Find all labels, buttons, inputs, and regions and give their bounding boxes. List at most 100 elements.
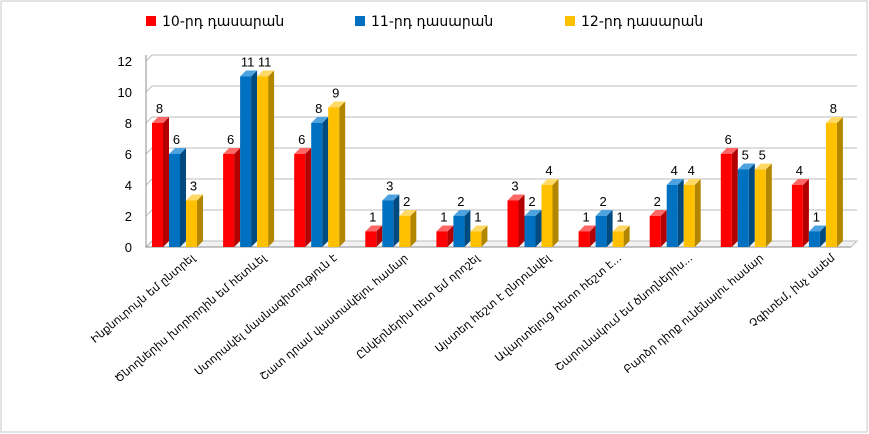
legend-label: 10-րդ դասարան bbox=[162, 14, 284, 30]
bar bbox=[257, 70, 275, 247]
bar-top bbox=[399, 210, 417, 216]
bar-front bbox=[666, 185, 678, 247]
data-label: 3 bbox=[190, 179, 197, 194]
bar bbox=[453, 210, 471, 247]
bar-top bbox=[328, 101, 346, 108]
bar bbox=[578, 225, 596, 247]
bar bbox=[791, 179, 809, 247]
bar-top bbox=[666, 179, 684, 185]
bar-side bbox=[836, 117, 843, 247]
bar-side bbox=[802, 179, 809, 247]
bar-front bbox=[294, 154, 306, 247]
data-label: 6 bbox=[227, 132, 234, 147]
bar-top bbox=[436, 225, 454, 232]
y-tick-label: 8 bbox=[125, 116, 132, 131]
legend-swatch bbox=[146, 16, 156, 26]
bar-side bbox=[163, 117, 169, 247]
data-label: 1 bbox=[813, 210, 820, 225]
data-label: 8 bbox=[830, 101, 837, 116]
bar bbox=[169, 148, 186, 247]
bar-front bbox=[365, 231, 377, 247]
bar-front bbox=[223, 154, 235, 247]
bar bbox=[294, 148, 312, 247]
bar bbox=[240, 70, 258, 247]
data-label: 4 bbox=[545, 163, 552, 178]
bar-top bbox=[524, 210, 542, 216]
bar-side bbox=[589, 225, 596, 247]
bar-front bbox=[595, 216, 607, 247]
bar-top bbox=[169, 148, 186, 154]
data-label: 11 bbox=[241, 55, 255, 70]
bar-side bbox=[819, 225, 826, 247]
bar-side bbox=[765, 163, 772, 247]
bar bbox=[186, 194, 203, 247]
bar-side bbox=[464, 210, 471, 247]
bar-top bbox=[507, 194, 525, 201]
bar-side bbox=[623, 225, 630, 247]
data-label: 4 bbox=[796, 163, 803, 178]
data-label: 9 bbox=[332, 86, 339, 101]
data-label: 2 bbox=[457, 194, 464, 209]
data-label: 6 bbox=[298, 132, 305, 147]
data-label: 5 bbox=[759, 148, 766, 163]
y-tick-label: 6 bbox=[125, 147, 132, 162]
bar-side bbox=[518, 194, 525, 247]
bar-top bbox=[240, 70, 258, 77]
legend-label: 12-րդ դասարան bbox=[581, 14, 703, 30]
bar-top bbox=[294, 148, 312, 154]
legend-swatch bbox=[565, 16, 575, 26]
bar bbox=[524, 210, 542, 247]
gridline bbox=[145, 85, 857, 93]
data-label: 8 bbox=[156, 101, 163, 116]
bar bbox=[825, 117, 843, 247]
bar bbox=[612, 225, 630, 247]
y-tick-label: 10 bbox=[118, 85, 132, 100]
bar-front bbox=[612, 231, 624, 247]
gridline bbox=[145, 116, 857, 124]
bar-top bbox=[612, 225, 630, 232]
bar-top bbox=[720, 148, 738, 154]
bar-side bbox=[339, 101, 346, 247]
bar-front bbox=[382, 200, 394, 247]
data-label: 4 bbox=[688, 163, 695, 178]
bar-front bbox=[578, 231, 590, 247]
bar bbox=[649, 210, 667, 247]
bar-front bbox=[311, 123, 323, 247]
y-tick-label: 4 bbox=[125, 178, 132, 193]
bar-side bbox=[731, 148, 738, 247]
bar bbox=[808, 225, 826, 247]
data-label: 1 bbox=[369, 210, 376, 225]
bar-front bbox=[152, 123, 163, 247]
bar-side bbox=[410, 210, 417, 247]
bar-side bbox=[481, 225, 488, 247]
bar bbox=[328, 101, 346, 247]
gridline bbox=[145, 54, 857, 62]
bar bbox=[507, 194, 525, 247]
bar-front bbox=[720, 154, 732, 247]
bar-side bbox=[552, 179, 559, 247]
y-tick-label: 0 bbox=[125, 240, 132, 255]
bar-front bbox=[470, 231, 482, 247]
bar bbox=[436, 225, 454, 247]
bar-top bbox=[453, 210, 471, 216]
bar-side bbox=[268, 70, 275, 247]
bar-front bbox=[737, 169, 749, 247]
data-label: 3 bbox=[386, 179, 393, 194]
bar-top bbox=[737, 163, 755, 170]
bar-top bbox=[595, 210, 613, 216]
bar-front bbox=[436, 231, 448, 247]
bar-side bbox=[447, 225, 454, 247]
bar-front bbox=[754, 169, 766, 247]
bar-top bbox=[382, 194, 400, 201]
bar-top bbox=[365, 225, 383, 232]
bar-top bbox=[808, 225, 826, 232]
data-label: 2 bbox=[654, 194, 661, 209]
y-tick-label: 2 bbox=[125, 209, 132, 224]
bar-top bbox=[257, 70, 275, 77]
bar-front bbox=[257, 76, 269, 247]
bar-top bbox=[311, 117, 329, 123]
bar bbox=[595, 210, 613, 247]
data-label: 1 bbox=[582, 210, 589, 225]
data-label: 1 bbox=[616, 210, 623, 225]
